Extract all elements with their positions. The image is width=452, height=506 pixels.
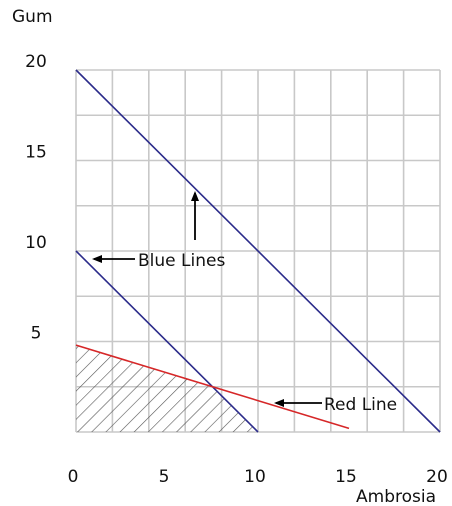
x-tick-label: 15 (335, 467, 357, 487)
red-line-label: Red Line (324, 395, 397, 415)
y-tick-label: 10 (25, 233, 47, 253)
shaded-region (76, 345, 258, 432)
series-line-2 (75, 69, 441, 433)
tick-labels: 0 5 10 15 20 5 10 15 20 (25, 52, 448, 487)
y-tick-label: 20 (25, 52, 47, 72)
series-line-3 (75, 344, 350, 430)
x-tick-label: 0 (68, 467, 79, 487)
x-axis-label: Ambrosia (356, 487, 436, 506)
shaded-region-hatch (76, 345, 258, 432)
y-tick-label: 15 (25, 143, 47, 163)
x-tick-label: 10 (244, 467, 266, 487)
x-tick-label: 5 (159, 467, 170, 487)
x-tick-label: 20 (426, 467, 448, 487)
y-axis-label: Gum (12, 7, 53, 27)
series-line-1 (75, 250, 259, 433)
y-tick-label: 5 (31, 324, 42, 344)
series-lines (75, 69, 441, 433)
blue-lines-label: Blue Lines (138, 251, 225, 271)
